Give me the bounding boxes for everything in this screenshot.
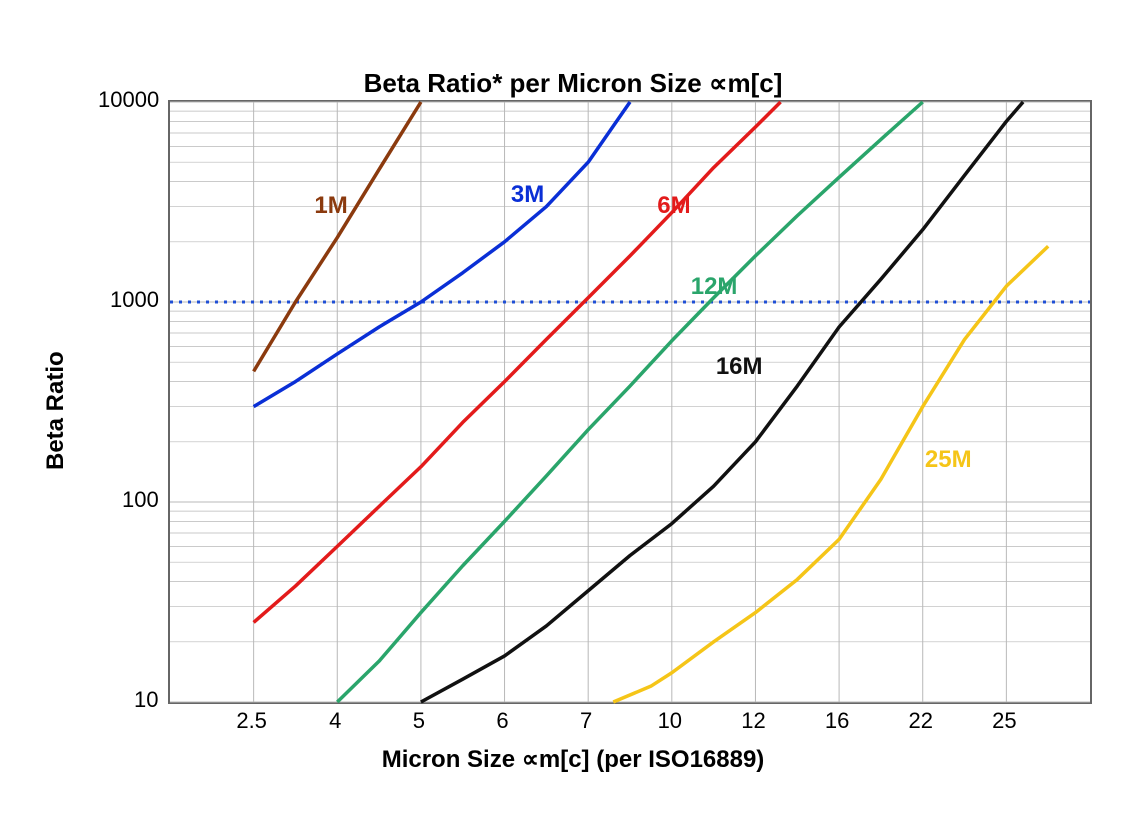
y-tick-label: 10 [134,687,158,713]
series-label-1M: 1M [314,192,347,220]
series-layer [254,102,1049,702]
x-tick-label: 2.5 [236,708,267,734]
x-tick-label: 6 [496,708,508,734]
x-tick-label: 5 [413,708,425,734]
x-tick-label: 10 [658,708,682,734]
plot-svg [170,102,1090,702]
x-tick-label: 16 [825,708,849,734]
series-line-12M [337,102,922,702]
plot-area [168,100,1092,704]
x-tick-label: 25 [992,708,1016,734]
x-tick-label: 22 [908,708,932,734]
chart-title: Beta Ratio* per Micron Size ∝m[c] [0,68,1146,99]
y-axis-label: Beta Ratio [42,351,70,470]
series-label-12M: 12M [691,273,738,301]
series-line-3M [254,102,630,407]
series-label-3M: 3M [511,181,544,209]
x-tick-label: 12 [741,708,765,734]
chart-container: Beta Ratio* per Micron Size ∝m[c] Beta R… [0,0,1146,818]
y-tick-label: 1000 [110,287,158,313]
series-label-16M: 16M [716,353,763,381]
series-line-25M [613,246,1048,702]
x-tick-label: 4 [329,708,341,734]
x-tick-label: 7 [580,708,592,734]
x-axis-label: Micron Size ∝m[c] (per ISO16889) [0,745,1146,774]
y-tick-label: 100 [122,487,158,513]
series-label-25M: 25M [925,446,972,474]
y-tick-label: 10000 [98,87,158,113]
series-label-6M: 6M [657,192,690,220]
